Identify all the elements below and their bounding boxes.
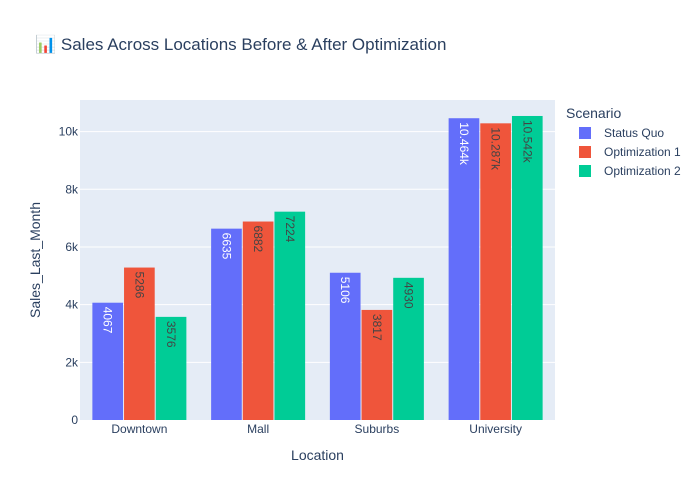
legend-item: Status Quo	[579, 126, 664, 140]
y-tick-labels: 0 2k 4k 6k 8k 10k	[59, 125, 79, 427]
x-axis-title: Location	[291, 447, 344, 463]
bar-value-label: 5286	[132, 272, 146, 299]
bar-value-label: 10.542k	[520, 120, 534, 164]
x-tick-labels: Downtown Mall Suburbs University	[111, 422, 522, 436]
bar	[92, 302, 124, 420]
bar-value-label: 10.464k	[457, 122, 471, 166]
bar-value-label: 4930	[402, 282, 416, 309]
bar	[448, 118, 480, 421]
bar	[211, 228, 242, 420]
bar	[393, 277, 424, 420]
bar-value-label: 10.287k	[489, 127, 503, 171]
legend-swatch	[579, 165, 591, 177]
bar-value-label: 4067	[101, 307, 115, 334]
bars	[92, 115, 543, 421]
legend: Scenario Status Quo Optimization 1 Optimiz…	[566, 105, 681, 178]
legend-swatch	[579, 127, 591, 139]
bar	[480, 123, 511, 420]
chart-title: 📊 Sales Across Locations Before & After …	[35, 34, 446, 54]
bar	[274, 211, 306, 420]
x-tick-label: University	[469, 422, 522, 436]
bar-value-label: 5106	[338, 277, 352, 304]
y-axis-title: Sales_Last_Month	[27, 202, 43, 318]
y-tick-label: 6k	[65, 240, 79, 254]
bar-value-label: 6882	[251, 226, 265, 253]
bar-value-label: 3576	[164, 321, 178, 348]
legend-label: Optimization 2	[604, 164, 681, 178]
y-tick-label: 10k	[59, 125, 79, 139]
x-tick-label: Mall	[247, 422, 269, 436]
y-tick-label: 2k	[65, 355, 79, 369]
y-tick-label: 8k	[65, 182, 79, 196]
x-tick-label: Suburbs	[355, 422, 400, 436]
legend-label: Status Quo	[604, 126, 664, 140]
y-tick-label: 4k	[65, 298, 79, 312]
x-tick-label: Downtown	[111, 422, 167, 436]
legend-items: Status Quo Optimization 1 Optimization 2	[579, 126, 681, 178]
bar-value-label: 7224	[283, 216, 297, 243]
y-tick-label: 0	[71, 413, 78, 427]
bar-value-label: 3817	[370, 314, 384, 341]
bar	[511, 115, 543, 420]
bar	[124, 267, 155, 420]
legend-item: Optimization 1	[579, 145, 681, 159]
legend-title: Scenario	[566, 105, 621, 121]
bar	[242, 221, 274, 420]
legend-item: Optimization 2	[579, 164, 681, 178]
bar-value-label: 6635	[219, 233, 233, 260]
bar	[361, 309, 393, 420]
bar	[155, 316, 187, 420]
legend-swatch	[579, 146, 591, 158]
bar	[329, 272, 361, 420]
legend-label: Optimization 1	[604, 145, 681, 159]
bar-labels: 4067 5286 3576 6635 6882 7224 5106 3817 4930 10.4…	[101, 120, 535, 348]
